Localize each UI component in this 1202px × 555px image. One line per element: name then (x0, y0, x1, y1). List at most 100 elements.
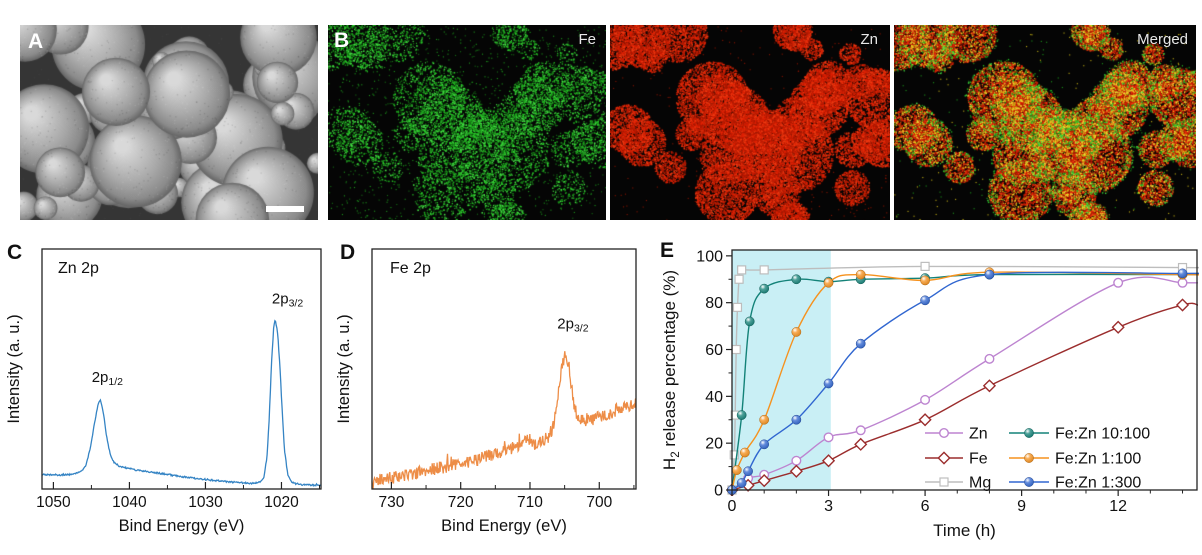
spectrum-plot (371, 248, 637, 490)
data-marker (937, 451, 951, 465)
y-tick-label: 0 (714, 483, 723, 500)
x-axis: 0 3 6 9 12 (728, 490, 1184, 515)
scale-bar (266, 206, 304, 212)
peak-label: 2p3/2 (272, 290, 303, 309)
data-marker (791, 327, 802, 337)
panel-a-sem-image (20, 25, 318, 220)
panel-b-letter: B (334, 29, 350, 52)
data-marker (743, 466, 753, 477)
x-tick-label: 720 (448, 494, 474, 511)
data-marker (791, 414, 802, 425)
peak-label: 2p1/2 (92, 369, 123, 388)
spectrum-annotation: Zn 2p (58, 260, 99, 277)
y-tick-label: 60 (705, 342, 723, 359)
data-marker (757, 474, 771, 488)
y-axis-title: Intensity (a. u.) (5, 314, 23, 423)
spectrum-plot (41, 248, 322, 490)
sem-micrograph-canvas (20, 25, 318, 220)
x-tick-label: 3 (824, 498, 833, 515)
panel-b-map-zn: Zn (610, 25, 890, 220)
plot-frame (371, 248, 637, 490)
x-tick-label: 1030 (188, 494, 223, 511)
x-tick-label: 700 (586, 494, 612, 511)
x-axis-title: Bind Energy (eV) (119, 517, 245, 535)
y-axis-title: Intensity (a. u.) (335, 314, 353, 423)
data-marker (939, 477, 949, 487)
data-marker (823, 432, 834, 443)
data-marker (1024, 453, 1034, 463)
x-axis: 730 720 710 700 (378, 482, 635, 511)
x-tick-label: 6 (921, 498, 930, 515)
plot-frame (731, 249, 1198, 491)
data-marker (823, 277, 834, 288)
data-marker (918, 413, 932, 427)
data-marker (791, 274, 802, 285)
x-tick-label: 9 (1017, 498, 1026, 515)
y-tick-label: 20 (705, 436, 723, 453)
data-marker (920, 394, 931, 405)
spectrum-curve (41, 319, 322, 488)
panel-e-letter: E (660, 239, 675, 262)
plot-frame (41, 248, 322, 490)
data-marker (855, 269, 866, 280)
spectrum-curve (371, 351, 637, 490)
legend-label: Fe (969, 451, 988, 468)
legend-label: Fe:Zn 1:300 (1055, 475, 1141, 492)
y-tick-label: 80 (705, 295, 723, 312)
x-axis: 1050 1040 1030 1020 (36, 482, 320, 511)
data-marker (939, 427, 950, 438)
data-marker (1175, 298, 1190, 312)
data-marker (1113, 277, 1124, 288)
data-marker (920, 295, 930, 306)
map-label-merged: Merged (1137, 31, 1188, 48)
data-marker (1024, 477, 1034, 487)
legend-label: Fe:Zn 10:100 (1055, 426, 1150, 443)
x-axis-title: Bind Energy (eV) (441, 517, 567, 535)
x-tick-label: 1050 (36, 494, 71, 511)
data-marker (984, 269, 995, 280)
data-marker (854, 437, 868, 451)
panel-b-map-merged: Merged (894, 25, 1196, 220)
data-marker (736, 410, 747, 420)
data-marker (791, 455, 802, 466)
data-marker (1111, 320, 1125, 334)
data-marker (729, 450, 739, 460)
series-line-fe-zn-10-100 (731, 273, 1199, 491)
data-marker (1177, 268, 1188, 279)
data-marker (731, 465, 742, 475)
y-axis-title: H2 release percentage (%) (660, 270, 682, 470)
data-marker (737, 265, 747, 275)
fe2p-xps-chart: 730 720 710 700 Bind Energy (eV) Intensity (a… (335, 248, 637, 535)
data-marker (982, 379, 997, 393)
x-tick-label: 1020 (264, 494, 299, 511)
x-axis-title: Time (h) (933, 521, 996, 540)
peak-label: 2p3/2 (557, 316, 588, 335)
y-axis: 0 20 40 60 80 100 (696, 248, 732, 500)
x-tick-label: 0 (728, 498, 737, 515)
zn2p-xps-chart: 1050 1040 1030 1020 Bind Energy (eV) Intensit… (5, 248, 322, 535)
panel-b-map-fe: Fe (328, 25, 606, 220)
data-marker (920, 275, 930, 286)
y-tick-label: 100 (696, 248, 723, 265)
legend: Zn Fe Mg Fe:Zn 10:100 Fe:Zn 1:100 Fe:Zn 1:300 (925, 426, 1150, 492)
legend-label: Mg (969, 475, 991, 492)
panel-c-letter: C (7, 241, 23, 264)
data-marker (759, 283, 770, 294)
data-marker (855, 425, 866, 436)
data-marker (789, 464, 803, 478)
data-marker (736, 478, 747, 488)
data-marker (731, 344, 741, 355)
map-label-zn: Zn (860, 31, 878, 48)
panel-a-letter: A (28, 30, 44, 53)
zn-element-map-canvas (610, 25, 890, 220)
x-tick-label: 710 (517, 494, 543, 511)
data-marker (740, 447, 750, 458)
data-marker (759, 439, 770, 450)
data-marker (732, 302, 743, 312)
panel-d-letter: D (340, 241, 356, 264)
data-marker (984, 353, 995, 364)
legend-label: Zn (969, 426, 988, 443)
data-marker (920, 261, 930, 271)
fe-element-map-canvas (328, 25, 606, 220)
